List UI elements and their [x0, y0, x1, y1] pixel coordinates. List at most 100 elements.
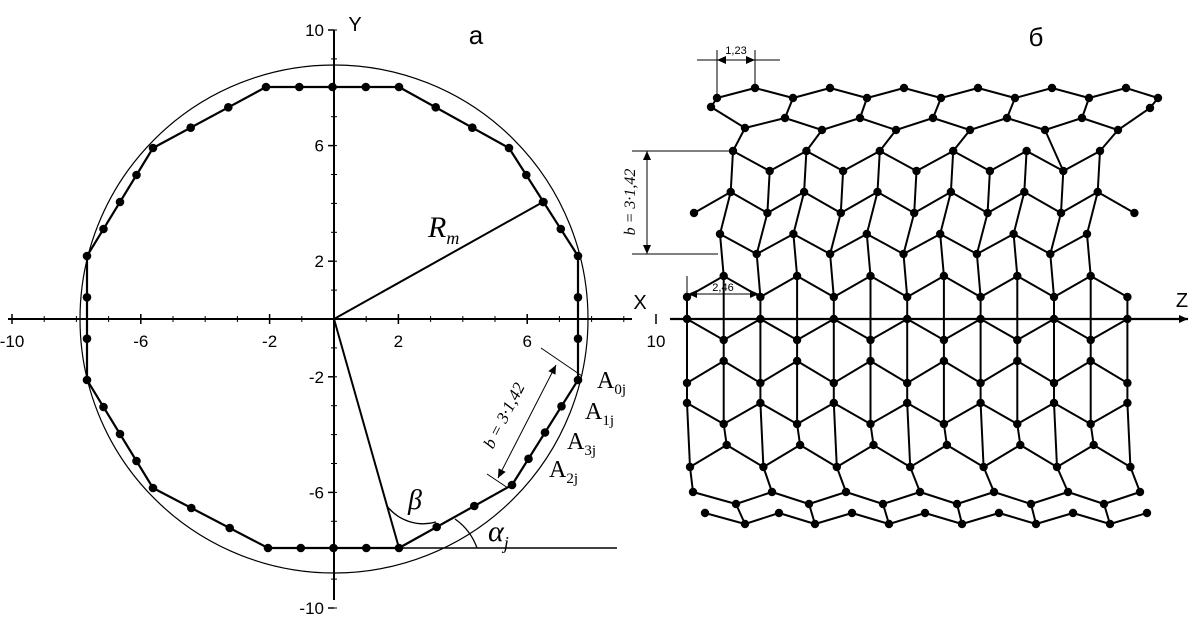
lattice-atom [1049, 398, 1059, 408]
bond [1013, 233, 1051, 255]
y-tick-label: 2 [315, 252, 324, 271]
bond [932, 117, 971, 131]
lattice-atom [1123, 292, 1132, 302]
bond [719, 191, 732, 235]
beta-label: β [407, 485, 422, 516]
y-axis-label: Y [348, 14, 361, 36]
bond [1016, 318, 1055, 341]
lattice-atom [862, 229, 871, 239]
bond [792, 191, 806, 235]
lattice-atom [767, 487, 777, 497]
lattice-atom [838, 166, 848, 176]
lattice-atom [903, 378, 912, 388]
bond [1090, 360, 1128, 384]
bond [716, 87, 756, 99]
lattice-atom [972, 249, 982, 259]
atom [524, 454, 533, 464]
bond [1053, 318, 1092, 341]
bond [943, 402, 982, 425]
y-tick-label: 6 [315, 137, 324, 156]
bond [1056, 466, 1069, 493]
bond [1030, 491, 1069, 505]
bond [977, 87, 1016, 99]
atom [573, 334, 583, 344]
lattice-atom [1063, 487, 1073, 497]
lattice-atom [789, 229, 798, 239]
lattice-atom [1059, 166, 1068, 176]
lattice-atom [719, 335, 728, 345]
bond [762, 444, 801, 468]
atom [361, 82, 371, 92]
alpha-arc [454, 518, 478, 549]
lattice-atom [899, 83, 909, 93]
bond [982, 466, 995, 493]
bond [980, 402, 1018, 425]
x-tick-label: -6 [133, 332, 148, 351]
atom [263, 543, 273, 553]
bond [796, 402, 835, 425]
dim-side-label: b = 3·1,42 [622, 169, 639, 236]
x-tick-label: 6 [522, 332, 531, 351]
bond [1023, 150, 1028, 193]
lattice-atom [976, 378, 985, 388]
atom [261, 82, 271, 92]
bond [1049, 253, 1055, 298]
bond [888, 512, 926, 525]
lattice-atom [976, 292, 985, 302]
lattice-atom [878, 499, 888, 509]
lattice-atom [1013, 419, 1022, 429]
lattice-bonds [686, 87, 1159, 525]
bond [766, 170, 771, 214]
lattice-atom [792, 335, 802, 345]
lattice-atom [1026, 499, 1036, 509]
lattice-atom [719, 356, 728, 366]
lattice-atom [862, 93, 872, 103]
bond [924, 512, 963, 525]
bond [902, 253, 909, 298]
bond [870, 275, 908, 298]
atom [522, 170, 531, 180]
bond [732, 127, 746, 152]
bond [805, 150, 844, 172]
lattice-atom [1077, 113, 1087, 123]
lattice-atom [829, 398, 838, 408]
bond [913, 170, 918, 214]
bond [1053, 275, 1092, 298]
lattice-atom [1135, 487, 1145, 497]
bond [975, 253, 982, 298]
lattice-atom [1068, 508, 1078, 518]
tube-cross-section [85, 85, 580, 550]
atom [148, 143, 158, 153]
bond [829, 253, 835, 298]
bond [1088, 87, 1127, 99]
atom [82, 334, 92, 344]
bond [845, 491, 884, 505]
lattice-atom [1095, 146, 1105, 156]
lattice-atom [1086, 271, 1095, 281]
lattice-atom [1013, 335, 1022, 345]
bond [879, 129, 897, 152]
bond [726, 444, 764, 468]
lattice-atom [836, 208, 845, 218]
lattice-atom [682, 398, 692, 408]
lattice-atom [920, 508, 930, 518]
lattice-atom [1121, 83, 1131, 93]
bond [1109, 512, 1148, 525]
lattice-atom [688, 487, 698, 497]
bond [949, 150, 955, 193]
bond [829, 233, 868, 255]
y-tick-label: -10 [299, 599, 324, 617]
bond [1060, 191, 1099, 214]
lattice-atom [936, 93, 946, 103]
bond [1103, 491, 1141, 505]
bond [987, 191, 1025, 214]
lattice-atom [1084, 93, 1094, 103]
bond [835, 466, 847, 493]
x-tick-label: 10 [647, 332, 666, 351]
bond [719, 233, 758, 255]
atom [115, 429, 125, 439]
point-A1j: A1j [585, 399, 614, 429]
bond [870, 402, 908, 425]
bond [832, 402, 838, 468]
lattice-atom [689, 208, 699, 218]
